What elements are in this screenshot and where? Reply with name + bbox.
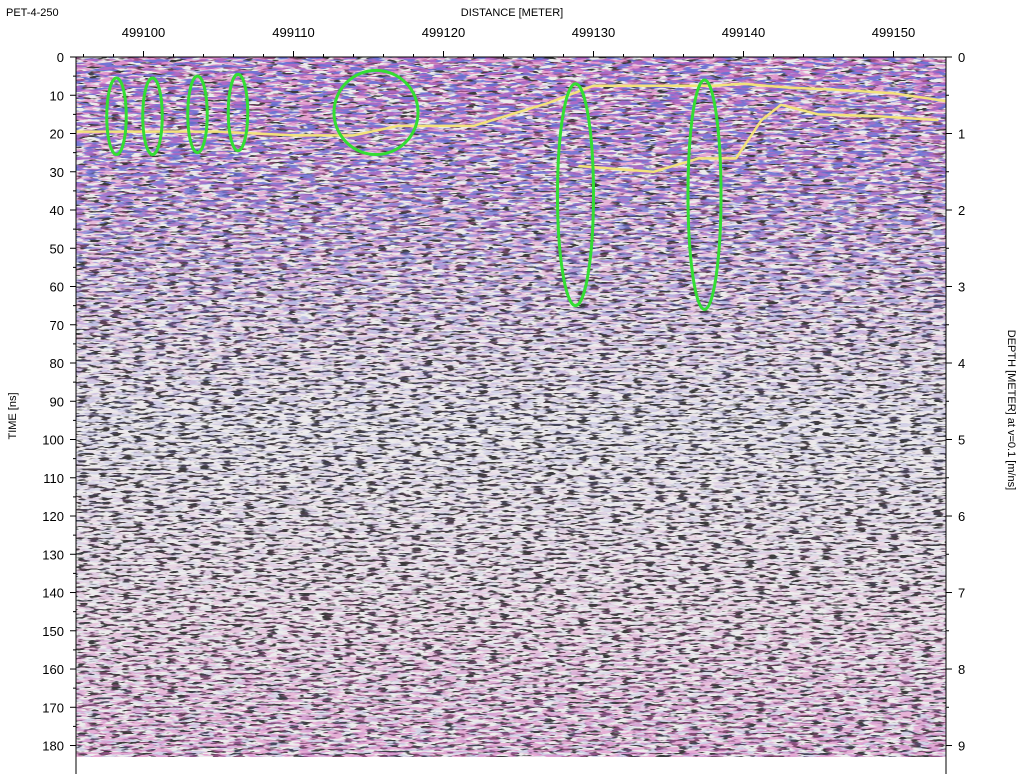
y2-tick-label: 1 [958,127,965,142]
y-tick-label: 60 [50,280,64,295]
y-tick-label: 120 [42,509,64,524]
anomaly-ellipse [686,78,723,311]
y-tick-label: 170 [42,700,64,715]
y-tick-label: 100 [42,433,64,448]
y2-axis-title: DEPTH [METER] at v=0.1 [m/ns] [1005,330,1017,490]
y2-tick-label: 8 [958,662,965,677]
y2-tick-label: 0 [958,50,965,65]
y-tick-label: 80 [50,356,64,371]
x-tick-label: 499140 [722,25,765,40]
interpreted-horizons [76,82,946,174]
x-axis-ticks: 499100 499110 499120 499130 499140 499150 [83,25,924,57]
y-axis-title: TIME [ns] [7,392,19,439]
y-axis-time-ticks: 0 10 20 30 40 50 60 70 80 90 100 110 120 130 140 150 160… [42,50,76,754]
y-tick-label: 70 [50,318,64,333]
y2-tick-label: 3 [958,280,965,295]
x-axis-title: DISTANCE [METER] [461,7,563,19]
anomaly-ellipse [186,74,209,155]
x-tick-label: 499130 [572,25,615,40]
y-tick-label: 20 [50,127,64,142]
y-tick-label: 110 [43,471,64,486]
anomaly-ellipse [556,82,595,308]
radargram-image [76,57,946,757]
horizon-line [578,103,939,174]
y-tick-label: 180 [42,739,64,754]
y2-tick-label: 9 [958,739,965,754]
y-tick-label: 160 [42,662,64,677]
anomaly-ellipse [105,76,128,157]
y-axis-depth-ticks: 0 1 2 3 4 5 6 7 8 9 [946,50,965,754]
x-tick-label: 499150 [872,25,915,40]
anomaly-ellipse [226,72,250,153]
y2-tick-label: 5 [958,433,965,448]
y2-tick-label: 4 [958,356,965,371]
y-tick-label: 0 [57,50,64,65]
y-tick-label: 90 [50,394,64,409]
x-tick-label: 499110 [272,25,314,40]
y-tick-label: 140 [42,586,64,601]
x-tick-label: 499100 [122,25,165,40]
y2-tick-label: 7 [958,586,965,601]
anomaly-annotations [105,68,723,311]
y2-tick-label: 2 [958,203,965,218]
y-tick-label: 30 [50,165,64,180]
y2-tick-label: 6 [958,509,965,524]
y-tick-label: 10 [50,88,64,103]
profile-id-label: PET-4-250 [6,7,59,19]
y-tick-label: 40 [50,203,64,218]
anomaly-ellipse [141,76,164,157]
y-tick-label: 130 [42,547,64,562]
anomaly-ellipse [332,68,420,157]
y-tick-label: 150 [42,624,64,639]
x-tick-label: 499120 [422,25,465,40]
axes [75,56,947,774]
y-tick-label: 50 [50,241,64,256]
horizon-line [76,82,946,137]
